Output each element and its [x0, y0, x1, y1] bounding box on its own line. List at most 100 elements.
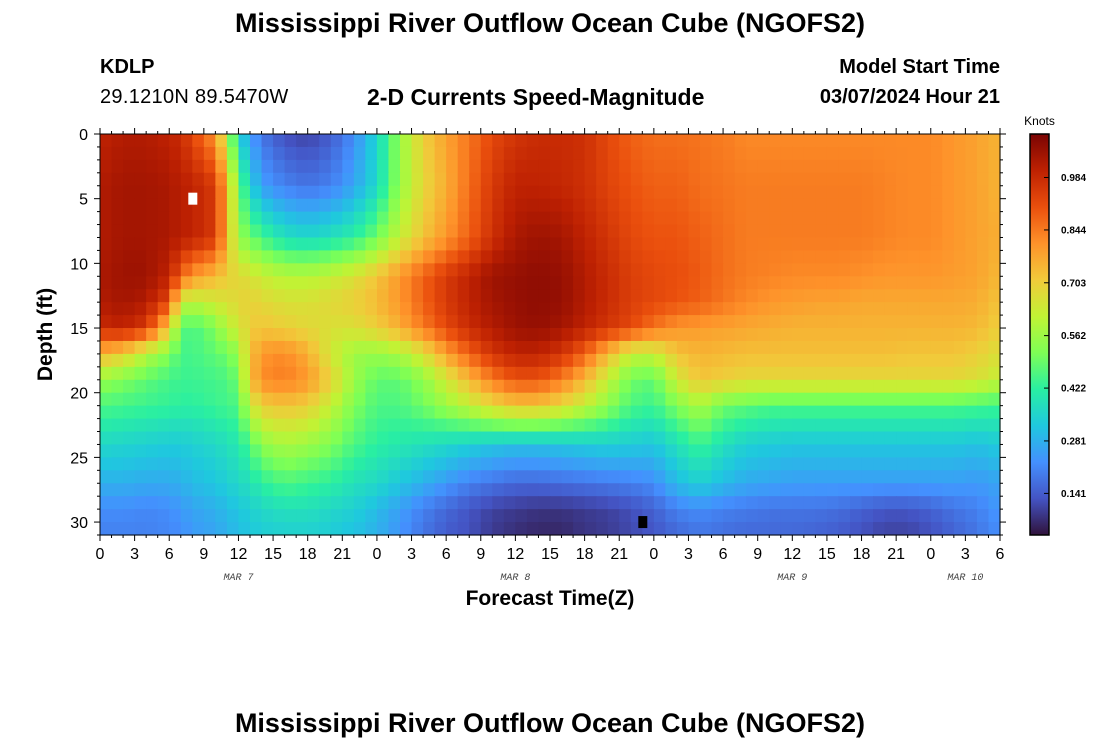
heatmap-cell — [815, 496, 828, 510]
heatmap-cell — [688, 250, 701, 264]
heatmap-cell — [850, 444, 863, 458]
heatmap-cell — [688, 211, 701, 226]
heatmap-cell — [584, 250, 597, 264]
heatmap-cell — [630, 198, 643, 213]
heatmap-cell — [676, 522, 690, 536]
heatmap-cell — [700, 315, 713, 329]
heatmap-cell — [111, 418, 124, 433]
heatmap-cell — [480, 302, 493, 316]
heatmap-cell — [342, 483, 355, 497]
heatmap-cell — [388, 496, 401, 510]
heatmap-cell — [584, 444, 597, 458]
heatmap-cell — [850, 289, 863, 303]
heatmap-cell — [146, 134, 159, 148]
heatmap-cell — [330, 509, 343, 523]
heatmap-cell — [815, 340, 828, 355]
heatmap-cell — [192, 289, 205, 303]
heatmap-cell — [907, 224, 920, 239]
heatmap-cell — [411, 211, 424, 226]
heatmap-cell — [492, 289, 505, 303]
heatmap-cell — [134, 302, 147, 316]
heatmap-cell — [792, 289, 805, 303]
heatmap-cell — [296, 418, 309, 433]
heatmap-cell — [342, 522, 355, 536]
heatmap-cell — [826, 134, 840, 148]
heatmap-cell — [538, 224, 551, 239]
heatmap-cell — [838, 470, 851, 484]
heatmap-cell — [238, 146, 251, 161]
heatmap-cell — [780, 302, 793, 316]
heatmap-cell — [400, 302, 413, 316]
heatmap-cell — [296, 146, 309, 161]
heatmap-cell — [930, 483, 943, 497]
x-tick-label: 18 — [299, 546, 317, 563]
heatmap-cell — [873, 405, 886, 420]
heatmap-cell — [492, 418, 505, 433]
heatmap-cell — [919, 379, 932, 394]
heatmap-cell — [930, 418, 943, 433]
heatmap-cell — [238, 250, 251, 264]
heatmap-cell — [826, 353, 840, 368]
heatmap-cell — [907, 146, 920, 161]
heatmap-cell — [873, 353, 886, 368]
heatmap-cell — [446, 457, 459, 471]
heatmap-cell — [653, 211, 666, 226]
heatmap-cell — [526, 483, 540, 497]
heatmap-cell — [815, 224, 828, 239]
heatmap-cell — [226, 405, 240, 420]
heatmap-cell — [838, 353, 851, 368]
heatmap-cell — [630, 302, 643, 316]
heatmap-cell — [423, 263, 436, 277]
heatmap-cell — [273, 289, 286, 303]
heatmap-cell — [284, 444, 297, 458]
heatmap-cell — [884, 185, 897, 200]
x-tick-label: 21 — [887, 546, 905, 563]
y-tick-label: 10 — [70, 256, 88, 273]
heatmap-cell — [146, 522, 159, 536]
heatmap-cell — [757, 470, 770, 484]
heatmap-cell — [411, 276, 424, 290]
heatmap-cell — [284, 263, 297, 277]
heatmap-cell — [965, 496, 978, 510]
heatmap-cell — [296, 353, 309, 368]
heatmap-cell — [353, 224, 366, 239]
heatmap-cell — [676, 134, 690, 148]
heatmap-cell — [492, 250, 505, 264]
heatmap-cell — [192, 340, 205, 355]
heatmap-cell — [723, 340, 736, 355]
heatmap-cell — [919, 328, 932, 342]
heatmap-cell — [284, 224, 297, 239]
heatmap-cell — [653, 457, 666, 471]
heatmap-cell — [930, 185, 943, 200]
heatmap-cell — [561, 366, 574, 381]
heatmap-cell — [700, 237, 713, 252]
heatmap-cell — [873, 522, 886, 536]
heatmap-cell — [134, 134, 147, 148]
heatmap-cell — [596, 366, 609, 381]
heatmap-cell — [815, 431, 828, 446]
heatmap-cell — [803, 185, 816, 200]
heatmap-cell — [100, 198, 113, 213]
heatmap-cell — [930, 392, 943, 407]
heatmap-cell — [353, 328, 366, 342]
heatmap-cell — [700, 302, 713, 316]
heatmap-cell — [815, 159, 828, 174]
heatmap-cell — [850, 405, 863, 420]
heatmap-cell — [896, 250, 909, 264]
heatmap-cell — [596, 405, 609, 420]
heatmap-cell — [584, 185, 597, 200]
heatmap-cell — [423, 146, 436, 161]
heatmap-cell — [492, 522, 505, 536]
heatmap-cell — [180, 289, 193, 303]
heatmap-cell — [607, 470, 620, 484]
heatmap-cell — [146, 159, 159, 174]
heatmap-cell — [192, 509, 205, 523]
heatmap-cell — [169, 496, 182, 510]
heatmap-cell — [780, 315, 793, 329]
heatmap-cell — [757, 457, 770, 471]
heatmap-cell — [769, 224, 782, 239]
heatmap-cell — [642, 211, 655, 226]
heatmap-cell — [446, 146, 459, 161]
heatmap-cell — [376, 366, 390, 381]
heatmap-cell — [976, 496, 990, 510]
